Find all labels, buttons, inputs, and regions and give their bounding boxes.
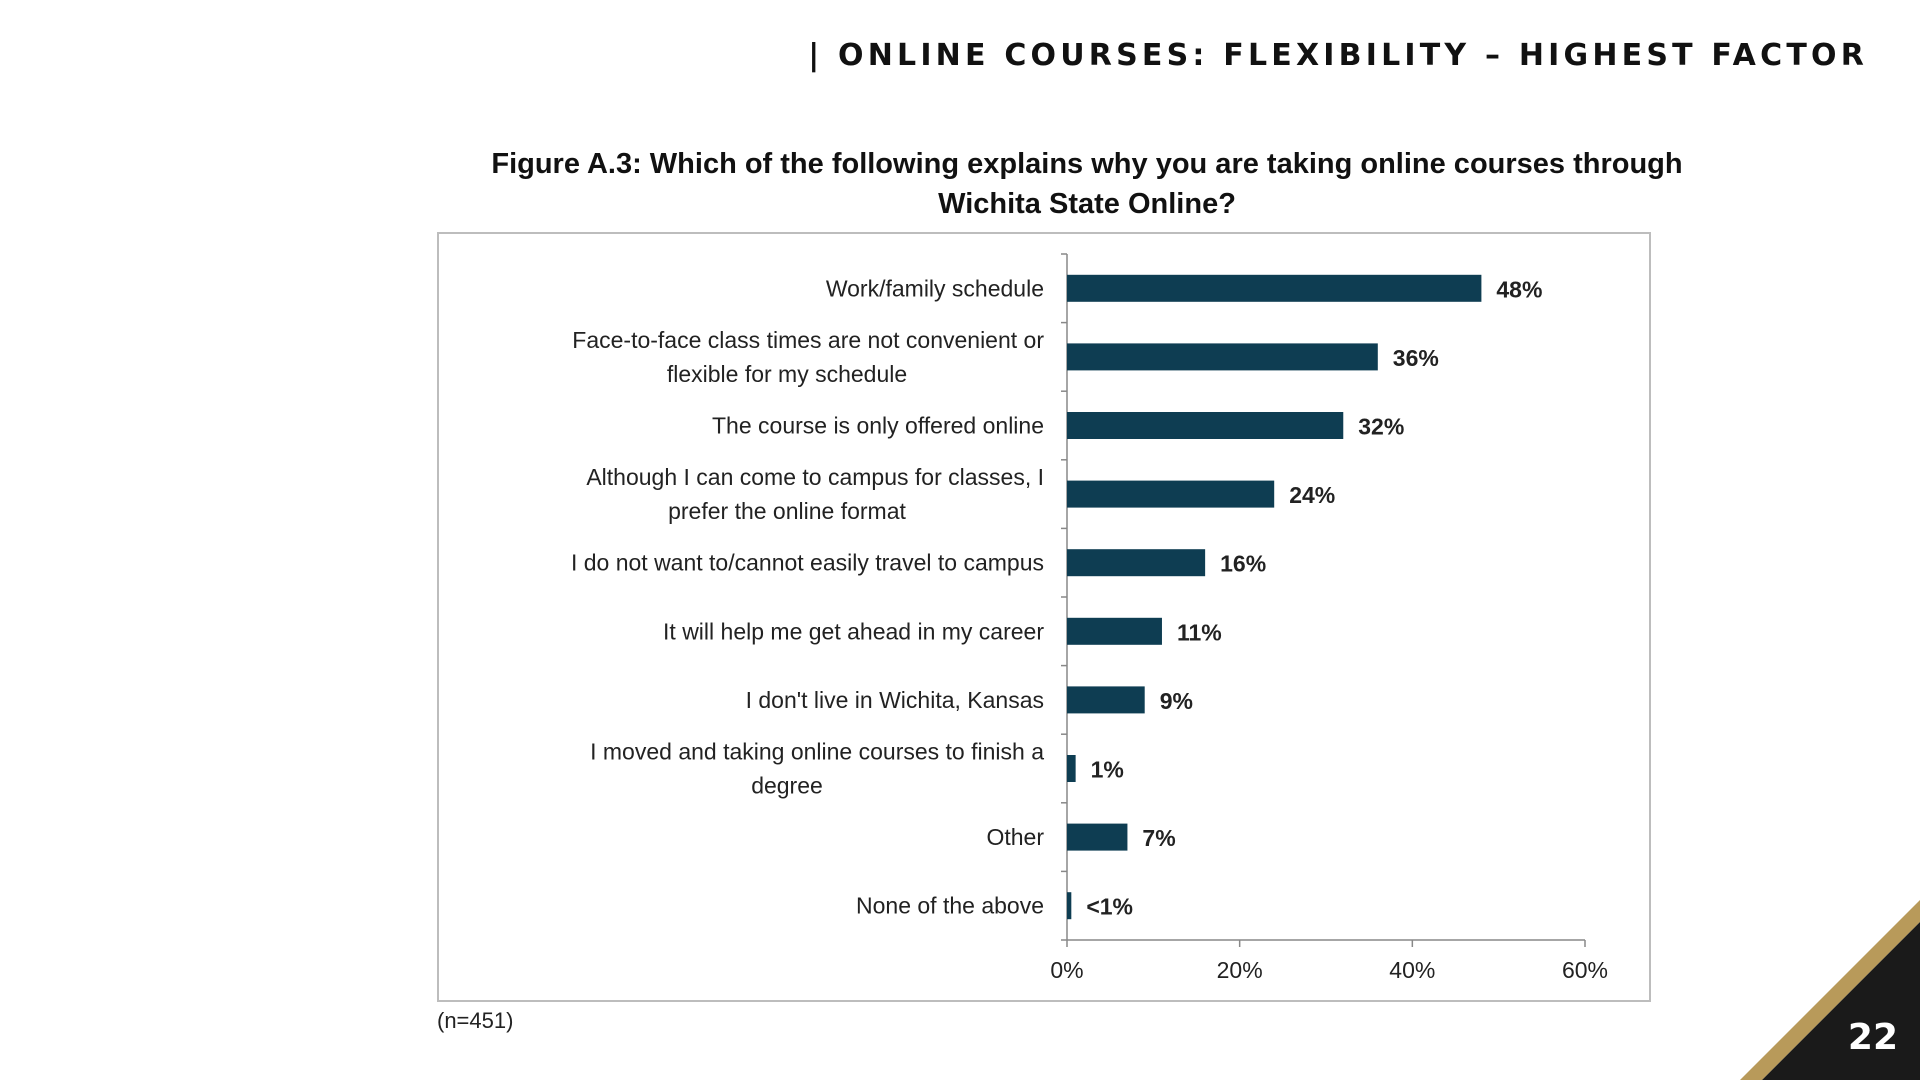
page-badge (1740, 900, 1920, 1080)
category-label: Face-to-face class times are not conveni… (572, 327, 1044, 387)
page-badge-gold-stripe (1740, 900, 1920, 1080)
category-label: It will help me get ahead in my career (663, 618, 1044, 644)
category-label: Other (986, 824, 1044, 850)
category-label-line: I do not want to/cannot easily travel to… (571, 550, 1044, 576)
bar-chart: 0% 20% 40% 60% 48% Work/family schedule 36% Fac… (571, 253, 1608, 983)
x-tick-label: 0% (1050, 957, 1083, 983)
bar (1067, 892, 1072, 920)
data-label: 11% (1177, 619, 1222, 645)
page-badge-background (1762, 922, 1920, 1080)
sample-size-note: (n=451) (437, 1008, 514, 1033)
figure-title-line-1: Figure A.3: Which of the following expla… (491, 148, 1683, 180)
category-label: I do not want to/cannot easily travel to… (571, 550, 1044, 576)
category-label: Although I can come to campus for classe… (586, 464, 1044, 524)
category-label-line: I moved and taking online courses to fin… (590, 739, 1044, 765)
category-label-line: Although I can come to campus for classe… (586, 464, 1044, 490)
data-label: 9% (1160, 688, 1193, 714)
data-label: 48% (1496, 276, 1542, 302)
bar (1067, 755, 1076, 782)
category-label-line: I don't live in Wichita, Kansas (746, 687, 1044, 713)
bar (1067, 823, 1128, 851)
slide-heading: | ONLINE COURSES: FLEXIBILITY – HIGHEST … (808, 38, 1868, 73)
bar (1067, 412, 1344, 439)
x-tick-label: 60% (1562, 957, 1608, 983)
category-label: None of the above (856, 893, 1044, 919)
data-label: 7% (1142, 825, 1175, 851)
category-label-line: Face-to-face class times are not conveni… (572, 327, 1044, 353)
x-tick-label: 20% (1217, 957, 1263, 983)
bar (1067, 480, 1275, 508)
category-label: I moved and taking online courses to fin… (590, 739, 1044, 799)
chart-frame: 0% 20% 40% 60% 48% Work/family schedule 36% Fac… (437, 232, 1651, 1002)
category-label-line: The course is only offered online (712, 413, 1044, 439)
category-label: The course is only offered online (712, 413, 1044, 439)
data-label: 32% (1358, 414, 1404, 440)
x-tick-label: 40% (1389, 957, 1435, 983)
data-label: 36% (1393, 345, 1439, 371)
category-label-line: degree (751, 773, 823, 799)
data-label: 1% (1091, 757, 1124, 783)
bar (1067, 686, 1145, 714)
category-label-line: It will help me get ahead in my career (663, 618, 1044, 644)
category-label-line: Other (986, 824, 1044, 850)
data-label: <1% (1086, 894, 1133, 920)
category-label-line: Work/family schedule (826, 275, 1044, 301)
figure-title: Figure A.3: Which of the following expla… (437, 144, 1737, 224)
category-label-line: prefer the online format (668, 498, 906, 524)
bar (1067, 343, 1378, 371)
page-number: 22 (1847, 1017, 1898, 1058)
category-label: I don't live in Wichita, Kansas (746, 687, 1044, 713)
data-label: 16% (1220, 551, 1266, 577)
data-label: 24% (1289, 482, 1335, 508)
bar (1067, 549, 1206, 577)
category-label: Work/family schedule (826, 275, 1044, 301)
bar (1067, 617, 1162, 645)
figure-title-line-2: Wichita State Online? (938, 188, 1236, 220)
category-label-line: flexible for my schedule (667, 361, 907, 387)
bar (1067, 274, 1482, 302)
category-label-line: None of the above (856, 893, 1044, 919)
